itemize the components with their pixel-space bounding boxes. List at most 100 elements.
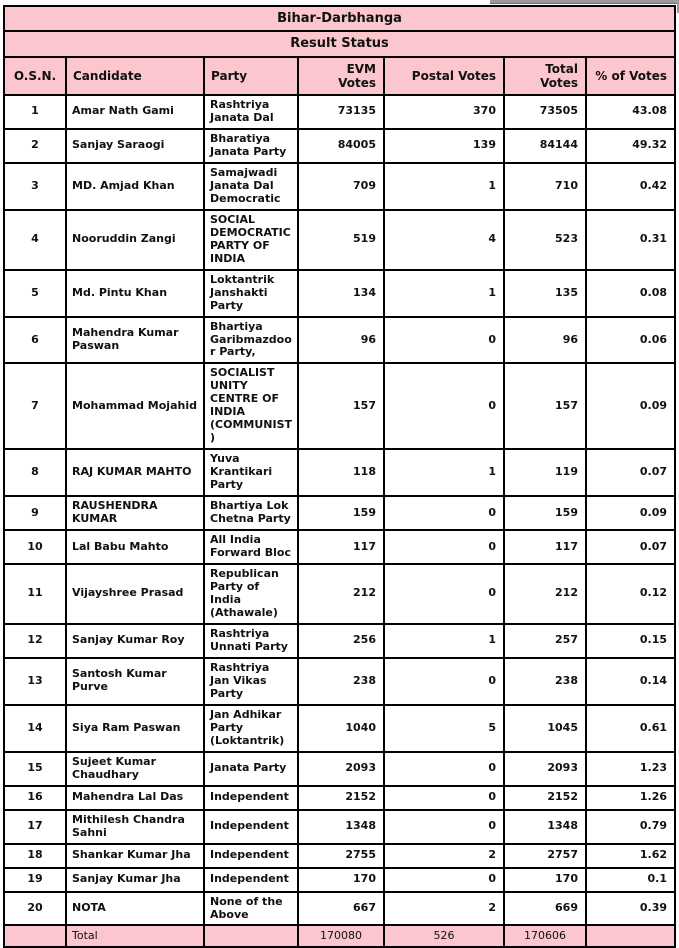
pct-votes-cell: 0.79	[584, 808, 677, 845]
table-row: 9 RAUSHENDRA KUMAR Bhartiya Lok Chetna Par…	[3, 495, 677, 532]
table-row: 3 MD. Amjad Khan Samajwadi Janata Dal Demo…	[3, 161, 677, 211]
column-header-evm-votes: EVM Votes	[297, 55, 385, 96]
total-votes-cell: 96	[503, 315, 587, 365]
pct-votes-cell: 0.09	[584, 362, 677, 451]
osn-cell: 2	[3, 127, 67, 164]
postal-votes-cell: 0	[383, 495, 505, 532]
constituency-title-row: Bihar-Darbhanga	[2, 4, 677, 33]
candidate-cell: Md. Pintu Khan	[65, 268, 205, 318]
total-osn-cell	[3, 924, 67, 948]
osn-cell: 16	[3, 784, 67, 811]
total-total-votes: 170606	[503, 924, 587, 948]
party-cell: Samajwadi Janata Dal Democratic	[203, 161, 299, 211]
candidate-cell: NOTA	[65, 890, 205, 927]
osn-cell: 8	[3, 448, 67, 498]
total-pct-cell	[584, 924, 677, 948]
total-votes-cell: 84144	[503, 127, 587, 164]
party-cell: None of the Above	[203, 890, 299, 927]
table-row: 15 Sujeet Kumar Chaudhary Janata Party 2093…	[3, 750, 677, 787]
osn-cell: 5	[3, 268, 67, 318]
total-row: Total 170080 526 170606	[3, 924, 677, 948]
total-votes-cell: 212	[503, 563, 587, 625]
pct-votes-cell: 0.06	[584, 315, 677, 365]
osn-cell: 14	[3, 703, 67, 753]
column-header-party: Party	[203, 55, 299, 96]
result-status-row: Result Status	[2, 30, 677, 58]
postal-votes-cell: 370	[383, 93, 505, 130]
osn-cell: 3	[3, 161, 67, 211]
total-votes-cell: 257	[503, 622, 587, 659]
scrollbar-vertical-fragment[interactable]	[677, 0, 679, 13]
party-cell: Independent	[203, 784, 299, 811]
postal-votes-cell: 4	[383, 208, 505, 271]
evm-votes-cell: 238	[297, 656, 385, 706]
postal-votes-cell: 2	[383, 842, 505, 869]
result-status-title: Result Status	[2, 30, 677, 58]
pct-votes-cell: 0.15	[584, 622, 677, 659]
osn-cell: 17	[3, 808, 67, 845]
total-votes-cell: 669	[503, 890, 587, 927]
postal-votes-cell: 139	[383, 127, 505, 164]
pct-votes-cell: 43.08	[584, 93, 677, 130]
pct-votes-cell: 0.42	[584, 161, 677, 211]
postal-votes-cell: 0	[383, 529, 505, 566]
evm-votes-cell: 2755	[297, 842, 385, 869]
evm-votes-cell: 2152	[297, 784, 385, 811]
pct-votes-cell: 1.23	[584, 750, 677, 787]
osn-cell: 10	[3, 529, 67, 566]
pct-votes-cell: 1.62	[584, 842, 677, 869]
postal-votes-cell: 0	[383, 362, 505, 451]
evm-votes-cell: 2093	[297, 750, 385, 787]
table-row: 2 Sanjay Saraogi Bharatiya Janata Party 840…	[3, 127, 677, 164]
scrollbar-horizontal-fragment[interactable]	[490, 0, 679, 4]
column-header-postal-votes: Postal Votes	[383, 55, 505, 96]
evm-votes-cell: 118	[297, 448, 385, 498]
osn-cell: 18	[3, 842, 67, 869]
constituency-title: Bihar-Darbhanga	[2, 4, 677, 33]
table-row: 14 Siya Ram Paswan Jan Adhikar Party (Lokt…	[3, 703, 677, 753]
results-tbody: 1 Amar Nath Gami Rashtriya Janata Dal 73135…	[3, 93, 677, 927]
total-votes-cell: 119	[503, 448, 587, 498]
candidate-cell: RAUSHENDRA KUMAR	[65, 495, 205, 532]
evm-votes-cell: 117	[297, 529, 385, 566]
table-row: 8 RAJ KUMAR MAHTO Yuva Krantikari Party 118…	[3, 448, 677, 498]
total-votes-cell: 1348	[503, 808, 587, 845]
party-cell: Republican Party of India (Athawale)	[203, 563, 299, 625]
postal-votes-cell: 5	[383, 703, 505, 753]
table-row: 16 Mahendra Lal Das Independent 2152 0 2152 1.…	[3, 784, 677, 811]
total-votes-cell: 523	[503, 208, 587, 271]
pct-votes-cell: 0.09	[584, 495, 677, 532]
evm-votes-cell: 134	[297, 268, 385, 318]
total-party-cell	[203, 924, 299, 948]
party-cell: Independent	[203, 808, 299, 845]
candidate-cell: Lal Babu Mahto	[65, 529, 205, 566]
postal-votes-cell: 0	[383, 750, 505, 787]
postal-votes-cell: 0	[383, 563, 505, 625]
party-cell: Bharatiya Janata Party	[203, 127, 299, 164]
candidate-cell: Santosh Kumar Purve	[65, 656, 205, 706]
table-row: 6 Mahendra Kumar Paswan Bhartiya Garibmazd…	[3, 315, 677, 365]
candidate-cell: Sujeet Kumar Chaudhary	[65, 750, 205, 787]
candidate-cell: Vijayshree Prasad	[65, 563, 205, 625]
postal-votes-cell: 0	[383, 808, 505, 845]
party-cell: Rashtriya Janata Dal	[203, 93, 299, 130]
candidate-cell: Amar Nath Gami	[65, 93, 205, 130]
osn-cell: 15	[3, 750, 67, 787]
pct-votes-cell: 0.08	[584, 268, 677, 318]
postal-votes-cell: 1	[383, 161, 505, 211]
candidate-cell: Nooruddin Zangi	[65, 208, 205, 271]
total-votes-cell: 238	[503, 656, 587, 706]
total-votes-cell: 2093	[503, 750, 587, 787]
column-header-candidate: Candidate	[65, 55, 205, 96]
candidate-cell: MD. Amjad Khan	[65, 161, 205, 211]
evm-votes-cell: 1348	[297, 808, 385, 845]
pct-votes-cell: 0.12	[584, 563, 677, 625]
osn-cell: 20	[3, 890, 67, 927]
evm-votes-cell: 84005	[297, 127, 385, 164]
party-cell: Yuva Krantikari Party	[203, 448, 299, 498]
pct-votes-cell: 0.14	[584, 656, 677, 706]
evm-votes-cell: 96	[297, 315, 385, 365]
postal-votes-cell: 2	[383, 890, 505, 927]
postal-votes-cell: 1	[383, 268, 505, 318]
party-cell: Rashtriya Jan Vikas Party	[203, 656, 299, 706]
